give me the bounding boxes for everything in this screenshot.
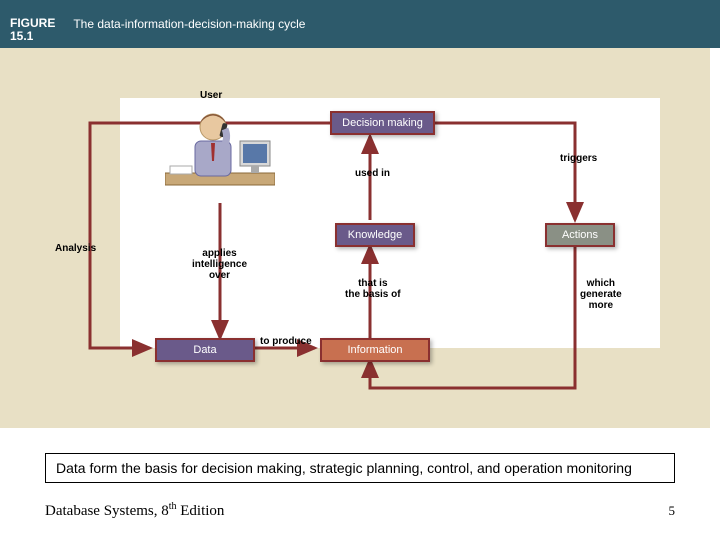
edge-to-produce: to produce [260, 336, 312, 347]
figure-number-text: FIGURE 15.1 [10, 16, 55, 43]
edge-used-in: used in [355, 168, 390, 179]
edge-analysis: Analysis [55, 243, 96, 254]
edition-suffix: Edition [177, 503, 225, 519]
node-data: Data [155, 338, 255, 362]
caption-text: Data form the basis for decision making,… [56, 460, 632, 476]
figure-number: FIGURE 15.1 [10, 4, 55, 44]
user-illustration [165, 103, 275, 198]
diagram-area: User Decision making Knowledge Actions D… [0, 48, 710, 428]
node-information: Information [320, 338, 430, 362]
node-decision-making: Decision making [330, 111, 435, 135]
node-knowledge: Knowledge [335, 223, 415, 247]
edition-superscript: th [169, 501, 177, 512]
footer: Database Systems, 8th Edition 5 [0, 491, 720, 520]
page-number: 5 [669, 503, 676, 519]
figure-title: The data-information-decision-making cyc… [73, 17, 305, 31]
figure-header: FIGURE 15.1 The data-information-decisio… [0, 0, 720, 48]
edge-applies: applies intelligence over [192, 248, 247, 281]
edge-triggers: triggers [560, 153, 597, 164]
edge-generate: which generate more [580, 278, 622, 311]
edge-basis: that is the basis of [345, 278, 401, 300]
user-label: User [200, 90, 222, 101]
caption-box: Data form the basis for decision making,… [45, 453, 675, 483]
node-actions: Actions [545, 223, 615, 247]
book-name: Database Systems, 8 [45, 503, 169, 519]
book-title: Database Systems, 8th Edition [45, 501, 224, 520]
